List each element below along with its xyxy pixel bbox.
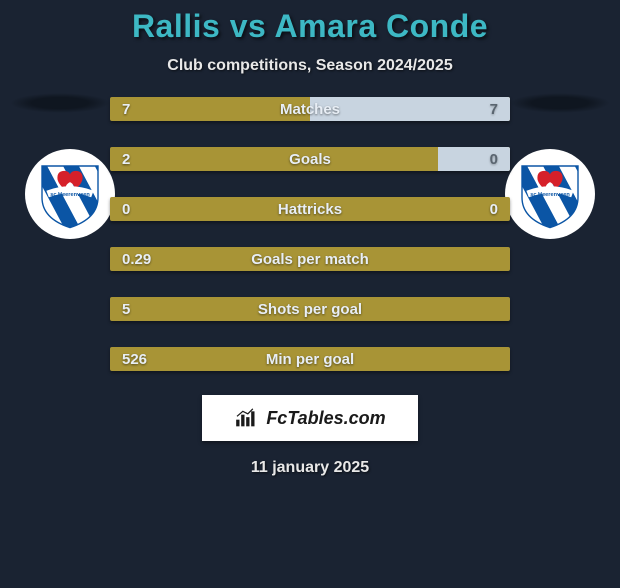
club-badge-left: sc Heerenveen — [25, 149, 115, 239]
stat-bar-min-per-goal: 526Min per goal — [110, 347, 510, 371]
stat-bar-hattricks: 00Hattricks — [110, 197, 510, 221]
bar-right-fill — [438, 147, 510, 171]
bar-left-fill — [110, 297, 510, 321]
bar-left-fill — [110, 347, 510, 371]
stat-value-right: 7 — [490, 97, 498, 121]
bar-right-fill — [310, 97, 510, 121]
bar-left-fill — [110, 197, 510, 221]
stat-value-left: 0.29 — [122, 247, 151, 271]
comparison-panel: sc Heerenveen sc Heerenveen — [0, 93, 620, 477]
stat-bar-shots-per-goal: 5Shots per goal — [110, 297, 510, 321]
fctables-logo[interactable]: FcTables.com — [202, 395, 418, 441]
heerenveen-crest-icon: sc Heerenveen — [35, 159, 105, 229]
stat-bar-goals: 20Goals — [110, 147, 510, 171]
bar-chart-icon — [234, 408, 260, 428]
bar-left-fill — [110, 247, 510, 271]
heerenveen-crest-icon: sc Heerenveen — [515, 159, 585, 229]
subtitle: Club competitions, Season 2024/2025 — [0, 57, 620, 75]
club-badge-right: sc Heerenveen — [505, 149, 595, 239]
stat-value-left: 7 — [122, 97, 130, 121]
badge-shadow-right — [510, 93, 610, 113]
fctables-text: FcTables.com — [266, 408, 385, 429]
stat-value-left: 526 — [122, 347, 147, 371]
stat-bars: 77Matches20Goals00Hattricks0.29Goals per… — [110, 93, 510, 371]
stat-value-left: 5 — [122, 297, 130, 321]
badge-shadow-left — [10, 93, 110, 113]
svg-text:sc Heerenveen: sc Heerenveen — [50, 192, 90, 198]
date-text: 11 january 2025 — [0, 459, 620, 477]
stat-value-left: 2 — [122, 147, 130, 171]
stat-bar-matches: 77Matches — [110, 97, 510, 121]
page-title: Rallis vs Amara Conde — [0, 8, 620, 45]
stat-value-left: 0 — [122, 197, 130, 221]
stat-value-right: 0 — [490, 147, 498, 171]
stat-bar-goals-per-match: 0.29Goals per match — [110, 247, 510, 271]
stat-value-right: 0 — [490, 197, 498, 221]
svg-text:sc Heerenveen: sc Heerenveen — [530, 192, 570, 198]
